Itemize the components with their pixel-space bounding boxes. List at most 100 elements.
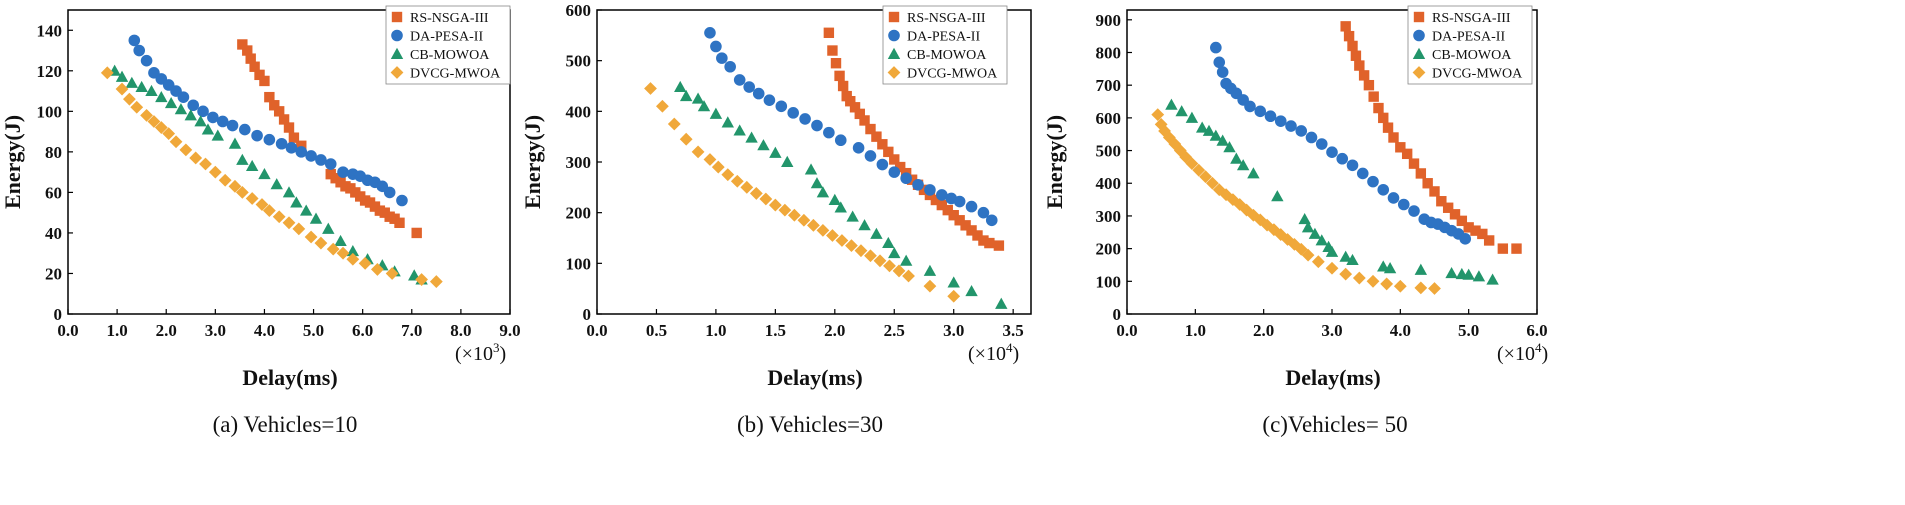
point-cb-mowoa [733,124,746,136]
point-cb-mowoa [1346,253,1359,266]
point-da-pesa-ii [396,194,408,207]
point-dvcg-mwoa [1179,150,1193,164]
legend-label-rs-nsga-iii: RS-NSGA-III [1432,11,1511,26]
point-dvcg-mwoa [1226,193,1240,206]
point-rs-nsga-iii [978,235,989,246]
point-dvcg-mwoa [1185,157,1199,171]
point-rs-nsga-iii [1350,50,1362,61]
panel-c: 0.0 1.0 2.0 3.0 4.0 5.0 6.0 0 100 200 300 400 500 600… [1042,5,1548,437]
legend-label-rs-nsga-iii: RS-NSGA-III [907,11,986,26]
x-tick-label: 9.0 [499,321,520,340]
point-dvcg-mwoa [816,224,830,237]
point-dvcg-mwoa [691,145,705,159]
point-dvcg-mwoa [1192,163,1206,177]
point-da-pesa-ii [743,81,755,93]
y-tick-label: 400 [1096,174,1122,193]
point-dvcg-mwoa [154,121,168,134]
y-tick-label: 100 [1096,272,1122,291]
axis-ticks-a: 0.0 1.0 2.0 3.0 4.0 5.0 6.0 7.0 8.0 9.0 0 20 40 60 80 1… [37,21,521,340]
point-dvcg-mwoa [845,239,858,252]
point-dvcg-mwoa [385,267,399,280]
point-cb-mowoa [757,139,770,151]
legend-label-dvcg-mwoa: DVCG-MWOA [1432,67,1523,82]
point-cb-mowoa [164,97,178,109]
y-tick-label: 800 [1096,43,1122,62]
point-dvcg-mwoa [130,100,144,114]
point-cb-mowoa [1223,141,1236,153]
x-tick-label: 2.0 [824,321,845,340]
point-rs-nsga-iii [242,45,253,56]
point-dvcg-mwoa [304,230,318,244]
point-rs-nsga-iii [942,204,953,216]
x-tick-label: 0.0 [57,321,78,340]
point-da-pesa-ii [1216,66,1229,78]
point-dvcg-mwoa [336,246,350,260]
point-dvcg-mwoa [1366,274,1380,288]
point-dvcg-mwoa [1281,233,1294,246]
y-tick-label: 100 [566,254,592,273]
point-da-pesa-ii [1305,131,1318,144]
point-dvcg-mwoa [218,173,232,187]
x-tick-label: 2.0 [156,321,177,340]
point-dvcg-mwoa [255,198,269,211]
y-axis-label-a: Energy(J) [0,115,25,209]
point-rs-nsga-iii [1347,40,1358,52]
x-multiplier-base-c: (×10 [1497,343,1535,365]
x-multiplier-b: (×104) [968,340,1019,365]
x-tick-label: 2.0 [1253,321,1274,340]
point-rs-nsga-iii [273,106,285,117]
y-tick-label: 100 [37,102,63,121]
y-tick-label: 140 [37,21,63,40]
point-cb-mowoa [965,285,978,297]
point-cb-mowoa [846,210,859,222]
point-cb-mowoa [270,178,283,190]
point-dvcg-mwoa [721,168,735,182]
point-rs-nsga-iii [283,122,295,133]
data-marks-b [644,27,1008,309]
point-da-pesa-ii [1397,198,1410,211]
point-da-pesa-ii [1264,110,1277,123]
x-multiplier-c: (×104) [1497,340,1548,365]
legend-marker-cb-mowoa [1412,47,1426,59]
point-da-pesa-ii [775,100,788,113]
point-rs-nsga-iii [245,53,256,64]
plot-frame-a [67,9,511,315]
point-da-pesa-ii [263,133,276,146]
point-rs-nsga-iii [264,91,275,103]
point-cb-mowoa [1236,159,1250,171]
legend-box [1407,5,1533,85]
legend-marker-da-pesa-ii [391,29,403,42]
point-da-pesa-ii [177,91,190,103]
point-cb-mowoa [309,212,323,224]
point-da-pesa-ii [197,105,209,118]
x-multiplier-exp-a: 3 [493,340,500,355]
point-da-pesa-ii [1213,56,1226,69]
point-cb-mowoa [697,100,711,112]
y-tick-label: 600 [566,1,592,20]
x-tick-label: 0.0 [1116,321,1137,340]
point-cb-mowoa [135,80,148,92]
point-rs-nsga-iii [837,80,849,92]
x-tick-label: 3.5 [1003,321,1024,340]
point-dvcg-mwoa [1414,281,1428,295]
point-cb-mowoa [709,107,723,119]
point-dvcg-mwoa [272,210,286,224]
axis-ticks-c: 0.0 1.0 2.0 3.0 4.0 5.0 6.0 0 100 200 300 400 500 600… [1096,11,1548,340]
point-rs-nsga-iii [296,140,307,151]
x-tick-label: 1.5 [765,321,786,340]
point-da-pesa-ii [285,142,298,154]
point-cb-mowoa [155,90,168,103]
point-da-pesa-ii [888,166,901,178]
point-cb-mowoa [810,177,824,189]
x-tick-label: 5.0 [1458,321,1479,340]
point-da-pesa-ii [1285,120,1297,132]
point-dvcg-mwoa [873,254,887,268]
point-da-pesa-ii [128,34,141,47]
y-tick-label: 200 [566,204,592,223]
y-axis-label-c: Energy(J) [1042,115,1067,209]
point-da-pesa-ii [207,111,219,124]
point-rs-nsga-iii [845,96,856,107]
x-tick-label: 2.5 [884,321,905,340]
point-dvcg-mwoa [797,213,811,227]
